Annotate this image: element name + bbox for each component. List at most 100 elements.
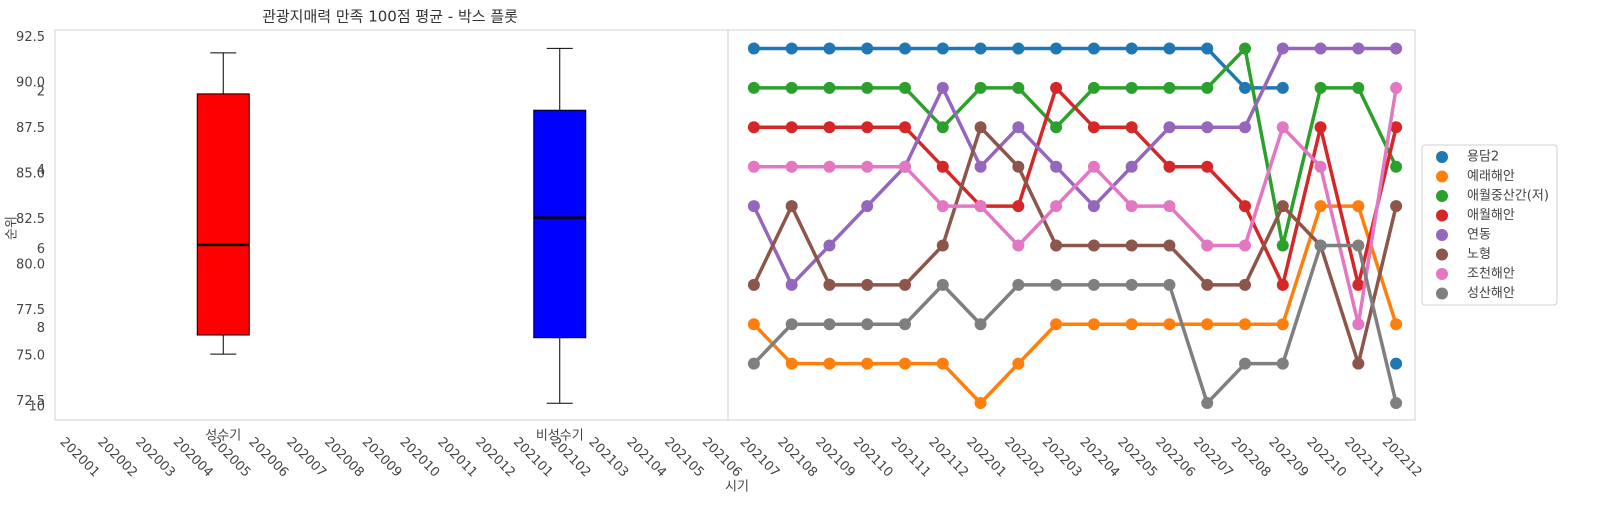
series-point — [1314, 42, 1327, 55]
series-point — [1087, 239, 1100, 252]
series-point — [1163, 160, 1176, 173]
series-point — [823, 42, 836, 55]
series-point — [899, 42, 911, 55]
series-point — [974, 81, 987, 94]
x-tick-label: 202011 — [434, 435, 480, 481]
series-point — [1163, 121, 1176, 134]
series-point — [1314, 81, 1327, 94]
x-tick-label: 202104 — [623, 435, 669, 481]
series-point — [1239, 318, 1251, 331]
series-point — [785, 200, 798, 213]
series-point — [1125, 278, 1138, 291]
series-point — [936, 278, 949, 291]
series-point — [899, 318, 911, 331]
y-axis-label: 순위 — [5, 216, 20, 240]
series-point — [1201, 278, 1214, 291]
series-point — [1163, 278, 1176, 291]
legend-marker — [1436, 248, 1448, 261]
series-point — [1050, 121, 1063, 134]
x-category-label: 성수기 — [205, 429, 241, 444]
series-point — [823, 239, 836, 252]
series-point — [1012, 81, 1025, 94]
series-point — [1201, 318, 1214, 331]
x-tick-label: 202110 — [850, 435, 896, 481]
series-point — [861, 121, 874, 134]
legend-label: 애월해안 — [1467, 208, 1515, 223]
series-point — [1087, 121, 1100, 134]
series-point — [974, 200, 987, 213]
series-point — [1163, 318, 1176, 331]
x-tick-label: 202210 — [1303, 435, 1349, 481]
series-point — [1390, 121, 1403, 134]
series-point — [974, 42, 987, 55]
series-point — [747, 81, 760, 94]
x-tick-label: 202008 — [321, 435, 367, 481]
series-point — [785, 121, 798, 134]
series-point — [1050, 42, 1063, 55]
series-point — [1201, 160, 1214, 173]
series-point — [1050, 160, 1063, 173]
x-tick-label: 202206 — [1152, 435, 1198, 481]
series-point — [1201, 121, 1214, 134]
series-point — [1276, 42, 1289, 55]
legend-marker — [1436, 287, 1448, 300]
series-point — [1239, 239, 1251, 252]
series-point — [974, 318, 987, 331]
series-point — [785, 318, 798, 331]
chart-title: 관광지매력 만족 100점 평균 - 박스 플롯 — [262, 8, 518, 26]
y-tick-label: 10 — [28, 400, 45, 415]
series-point — [1352, 318, 1365, 331]
y-tick-label: 72.5 — [16, 394, 45, 409]
y-tick-label: 8 — [37, 321, 45, 336]
legend-marker — [1436, 209, 1448, 222]
series-point — [785, 42, 798, 55]
series-point — [785, 357, 798, 370]
series-point — [1087, 200, 1100, 213]
series-point — [1012, 278, 1025, 291]
series-point — [747, 278, 760, 291]
series-point — [936, 357, 949, 370]
series-point — [1390, 318, 1403, 331]
series-point — [785, 160, 798, 173]
x-tick-label: 202012 — [472, 435, 518, 481]
series-point — [861, 81, 874, 94]
series-point — [1352, 239, 1365, 252]
series-point — [1352, 357, 1365, 370]
series-point — [747, 121, 760, 134]
series-point — [1125, 239, 1138, 252]
series-point — [1390, 160, 1403, 173]
series-point — [861, 357, 874, 370]
series-point — [899, 81, 911, 94]
series-point — [1314, 200, 1327, 213]
series-point — [1276, 81, 1289, 94]
series-point — [1276, 239, 1289, 252]
series-point — [1012, 121, 1025, 134]
x-tick-label: 202106 — [699, 435, 745, 481]
x-tick-label: 202207 — [1190, 435, 1236, 481]
series-point — [1125, 200, 1138, 213]
legend-marker — [1436, 151, 1448, 163]
x-tick-label: 202105 — [661, 435, 707, 481]
series-point — [1352, 42, 1365, 55]
series-point — [936, 81, 949, 94]
series-point — [1163, 239, 1176, 252]
series-line — [752, 125, 1398, 366]
series-point — [899, 121, 911, 134]
series-point — [1276, 121, 1289, 134]
x-tick-label: 202009 — [359, 435, 405, 481]
series-point — [899, 160, 911, 173]
series-point — [1276, 318, 1289, 331]
series-point — [1050, 278, 1063, 291]
x-tick-label: 202203 — [1039, 435, 1085, 481]
y-tick-label: 85.0 — [16, 166, 45, 181]
series-point — [747, 160, 760, 173]
series-point — [1163, 200, 1176, 213]
series-point — [1012, 357, 1025, 370]
y-tick-label: 80.0 — [16, 257, 45, 272]
series-point — [1390, 397, 1403, 410]
series-point — [1239, 81, 1251, 94]
x-tick-label: 202208 — [1228, 435, 1274, 481]
series-point — [1239, 278, 1251, 291]
x-tick-label: 202107 — [737, 435, 783, 481]
